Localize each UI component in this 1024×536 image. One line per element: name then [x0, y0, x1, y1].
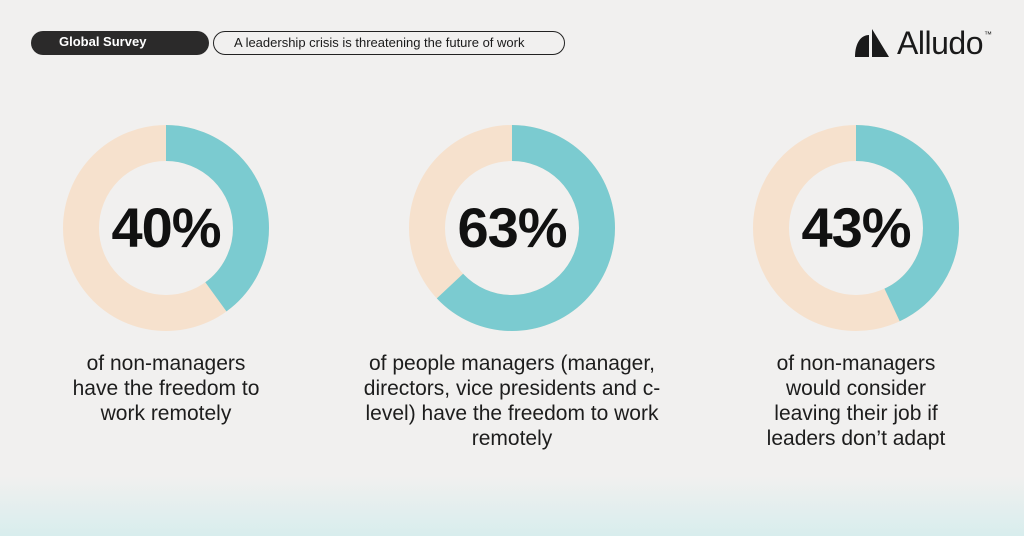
alludo-logo-mark-icon [855, 29, 890, 57]
stat-percent-2: 63% [457, 196, 567, 259]
donut-chart-1 [63, 125, 269, 331]
donut-value-arc-2 [409, 125, 615, 331]
donut-chart-3 [753, 125, 959, 331]
headline-pill: A leadership crisis is threatening the f… [213, 31, 565, 55]
donut-value-arc-3 [753, 125, 959, 331]
stat-block-3: 43% of non-managers would consider leavi… [706, 123, 1006, 451]
stat-block-2: 63% of people managers (manager, directo… [362, 123, 662, 451]
survey-tag: Global Survey [31, 31, 209, 55]
donut-container-1: 40% [61, 123, 271, 333]
stat-description-3: of non-managers would consider leaving t… [766, 352, 946, 450]
stat-description-1: of non-managers have the freedom to work… [72, 352, 260, 425]
bottom-gradient [0, 476, 1024, 536]
logo-trademark: ™ [984, 30, 992, 39]
stat-block-1: 40% of non-managers have the freedom to … [16, 123, 316, 426]
donut-value-arc-1 [63, 125, 269, 331]
donut-chart-2 [409, 125, 615, 331]
logo-wordmark: Alludo [897, 25, 983, 61]
stat-description-2: of people managers (manager, directors, … [363, 352, 661, 450]
stat-percent-1: 40% [111, 196, 221, 259]
alludo-logo: Alludo ™ [855, 26, 992, 60]
stat-percent-3: 43% [801, 196, 911, 259]
donut-container-3: 43% [751, 123, 961, 333]
donut-container-2: 63% [407, 123, 617, 333]
